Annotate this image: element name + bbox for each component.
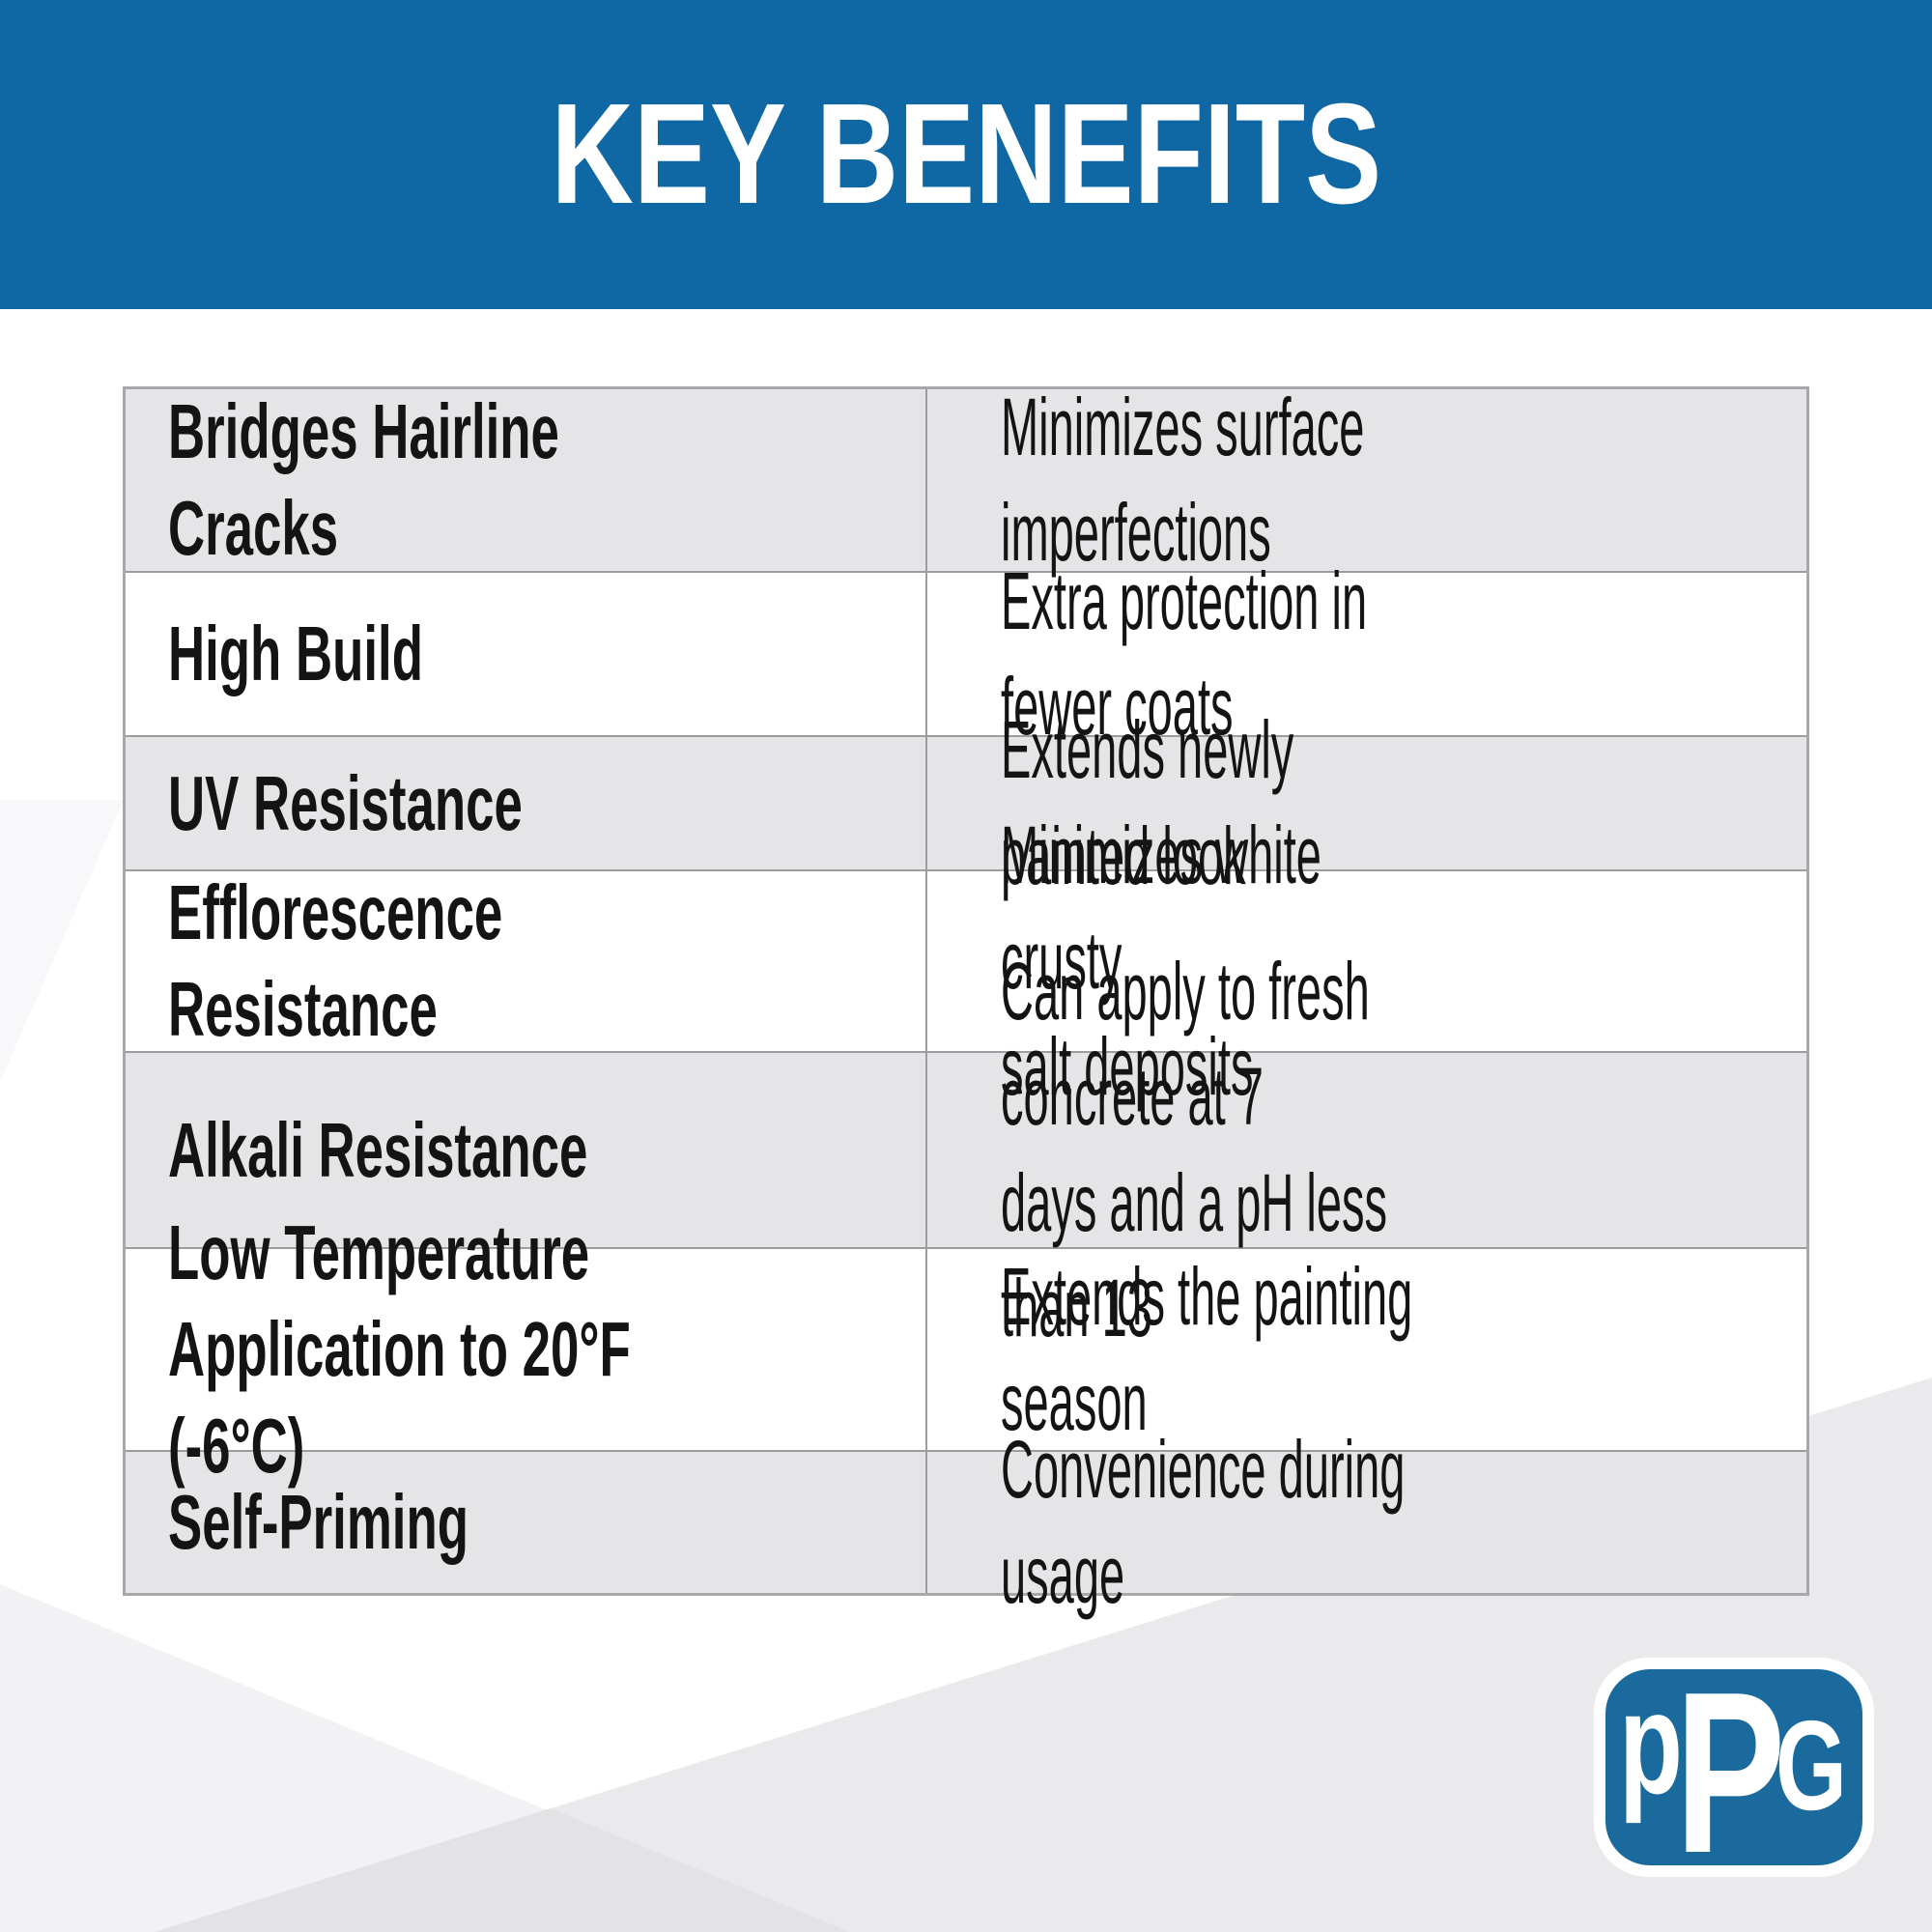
table-row: Self-Priming Convenience during usage [126,1424,1806,1620]
benefit-label: Low Temperature Application to 20°F (-6°… [168,1209,631,1489]
description-label: Extra protection in fewer coats [1001,554,1368,752]
benefit-cell: Efflorescence Resistance [126,869,927,1052]
description-label: Convenience during usage [1001,1423,1406,1620]
benefit-cell: Alkali Resistance [126,1053,927,1247]
description-cell: Extends newly painted look [927,704,1806,900]
description-cell: Minimizes surface imperfections [927,382,1806,578]
benefit-label: Self-Priming [168,1479,469,1565]
header-banner: KEY BENEFITS [0,0,1932,309]
description-label: Minimizes surface imperfections [1001,381,1365,578]
logo-background [1605,1669,1862,1865]
description-label: Minimizes white crusty salt deposits [1001,810,1321,1112]
description-label: Extends newly painted look [1001,704,1294,901]
benefit-label: Efflorescence Resistance [168,869,503,1052]
benefits-table: Bridges Hairline Cracks Minimizes surfac… [123,382,1809,1620]
benefit-label: UV Resistance [168,759,523,846]
table-row: Alkali Resistance Can apply to fresh con… [126,946,1806,1353]
ppg-logo-icon: p P G [1594,1658,1874,1877]
benefit-cell: High Build [126,573,927,735]
logo-letters: p P G [1619,1658,1847,1877]
benefit-cell: Bridges Hairline Cracks [126,388,927,571]
logo-letter-p2: P [1675,1658,1785,1877]
description-cell: Extends the painting season [927,1249,1806,1450]
benefit-label: Alkali Resistance [168,1106,588,1193]
page-title: KEY BENEFITS [551,74,1381,234]
description-cell: Extra protection in fewer coats [927,555,1806,752]
benefit-cell: UV Resistance [126,737,927,869]
table-row: Efflorescence Resistance Minimizes white… [126,810,1806,1112]
table-row: High Build Extra protection in fewer coa… [126,555,1806,752]
description-cell: Can apply to fresh concrete at 7 days an… [927,946,1806,1353]
description-cell: Convenience during usage [927,1424,1806,1620]
benefit-label: Bridges Hairline Cracks [168,388,559,571]
benefit-label: High Build [168,611,423,696]
description-cell: Minimizes white crusty salt deposits [927,810,1806,1111]
logo-letter-g: G [1776,1695,1847,1837]
benefit-cell: Low Temperature Application to 20°F (-6°… [126,1209,927,1489]
logo-letter-p: p [1619,1662,1683,1825]
table-row: Low Temperature Application to 20°F (-6°… [126,1209,1806,1489]
description-label: Extends the painting season [1001,1250,1413,1447]
benefit-cell: Self-Priming [126,1452,927,1593]
table-row: UV Resistance Extends newly painted look [126,704,1806,901]
table-row: Bridges Hairline Cracks Minimizes surfac… [126,382,1806,578]
description-label: Can apply to fresh concrete at 7 days an… [1001,946,1388,1353]
